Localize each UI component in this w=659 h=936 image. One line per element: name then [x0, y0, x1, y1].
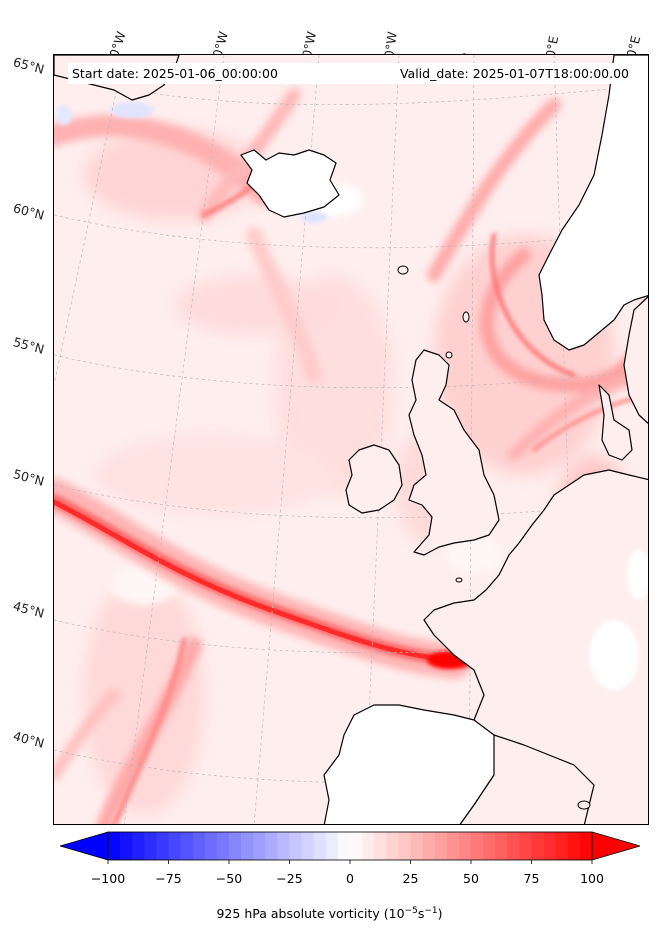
valid-date-label: Valid_date: 2025-01-07T18:00:00.00 [399, 66, 629, 81]
colorbar-tick-label: 100 [580, 871, 604, 886]
colorbar-cell [337, 832, 351, 860]
colorbar-cell [531, 832, 544, 860]
colorbar-cell [350, 832, 363, 860]
colorbar-cell [579, 832, 593, 860]
colorbar-cell [253, 832, 266, 860]
colorbar-cell [192, 832, 206, 860]
colorbar-ticks [107, 860, 593, 864]
colorbar-extend-max [591, 831, 640, 861]
lat-label-45n: 45°N [11, 598, 46, 621]
colorbar-tick-label: −100 [90, 871, 126, 886]
colorbar-cell [168, 832, 181, 860]
colorbar-cell [216, 832, 230, 860]
colorbar-extend-min [60, 831, 109, 861]
colorbar-cell [398, 832, 411, 860]
colorbar-cell [422, 832, 435, 860]
colorbar-cell [471, 832, 484, 860]
small-islands [397, 265, 591, 810]
colorbar-tick-label: 25 [402, 871, 419, 886]
colorbar-cell [495, 832, 508, 860]
colorbar-cell [301, 832, 314, 860]
colorbar-cell [362, 832, 375, 860]
colorbar-label: 925 hPa absolute vorticity (10−5s−1) [0, 906, 659, 921]
colorbar-cell [567, 832, 581, 860]
colorbar-cell [458, 832, 472, 860]
colorbar-cell [374, 832, 387, 860]
colorbar-cell [519, 832, 532, 860]
colorbar-cell [132, 832, 145, 860]
lat-label-60n: 60°N [11, 200, 46, 223]
colorbar [60, 831, 640, 864]
colorbar-cell [410, 832, 423, 860]
colorbar-cell [241, 832, 254, 860]
colorbar-cell [229, 832, 242, 860]
map-panel [53, 54, 649, 825]
lat-label-65n: 65°N [11, 54, 46, 77]
colorbar-cell [434, 832, 448, 860]
header-band [68, 63, 635, 84]
colorbar-cell [483, 832, 496, 860]
lat-label-55n: 55°N [11, 334, 46, 357]
colorbar-cell [156, 832, 169, 860]
colorbar-tick-label: 75 [523, 871, 540, 886]
lat-label-40n: 40°N [11, 728, 46, 751]
white-land-patches [589, 550, 648, 690]
vorticity-map [54, 55, 648, 824]
colorbar-cell [313, 832, 327, 860]
coastlines [54, 55, 648, 824]
colorbar-label-exp1: −5 [404, 906, 418, 916]
colorbar-tick-label: −75 [155, 871, 182, 886]
colorbar-label-end: ) [437, 906, 443, 922]
colorbar-cell [555, 832, 569, 860]
colorbar-cell [120, 832, 133, 860]
colorbar-tick-label: −25 [276, 871, 303, 886]
colorbar-cell [144, 832, 157, 860]
colorbar-label-main: 925 hPa absolute vorticity (10 [216, 906, 405, 922]
colorbar-tick-label: 50 [463, 871, 479, 886]
colorbar-cell [543, 832, 556, 860]
colorbar-cell [180, 832, 193, 860]
colorbar-tick-label: −50 [215, 871, 243, 886]
colorbar-cell [289, 832, 302, 860]
colorbar-cell [204, 832, 218, 860]
colorbar-tick-label: 0 [346, 871, 354, 886]
colorbar-label-exp2: −1 [424, 906, 438, 916]
colorbar-cell [446, 832, 460, 860]
colorbar-cells [108, 832, 593, 860]
colorbar-cell [265, 832, 278, 860]
colorbar-label-mid: s [417, 906, 425, 922]
colorbar-cell [386, 832, 399, 860]
colorbar-cell [108, 832, 121, 860]
colorbar-cell [507, 832, 520, 860]
lat-label-50n: 50°N [11, 466, 46, 489]
colorbar-cell [277, 832, 290, 860]
start-date-label: Start date: 2025-01-06_00:00:00 [72, 66, 278, 81]
colorbar-cell [325, 832, 339, 860]
